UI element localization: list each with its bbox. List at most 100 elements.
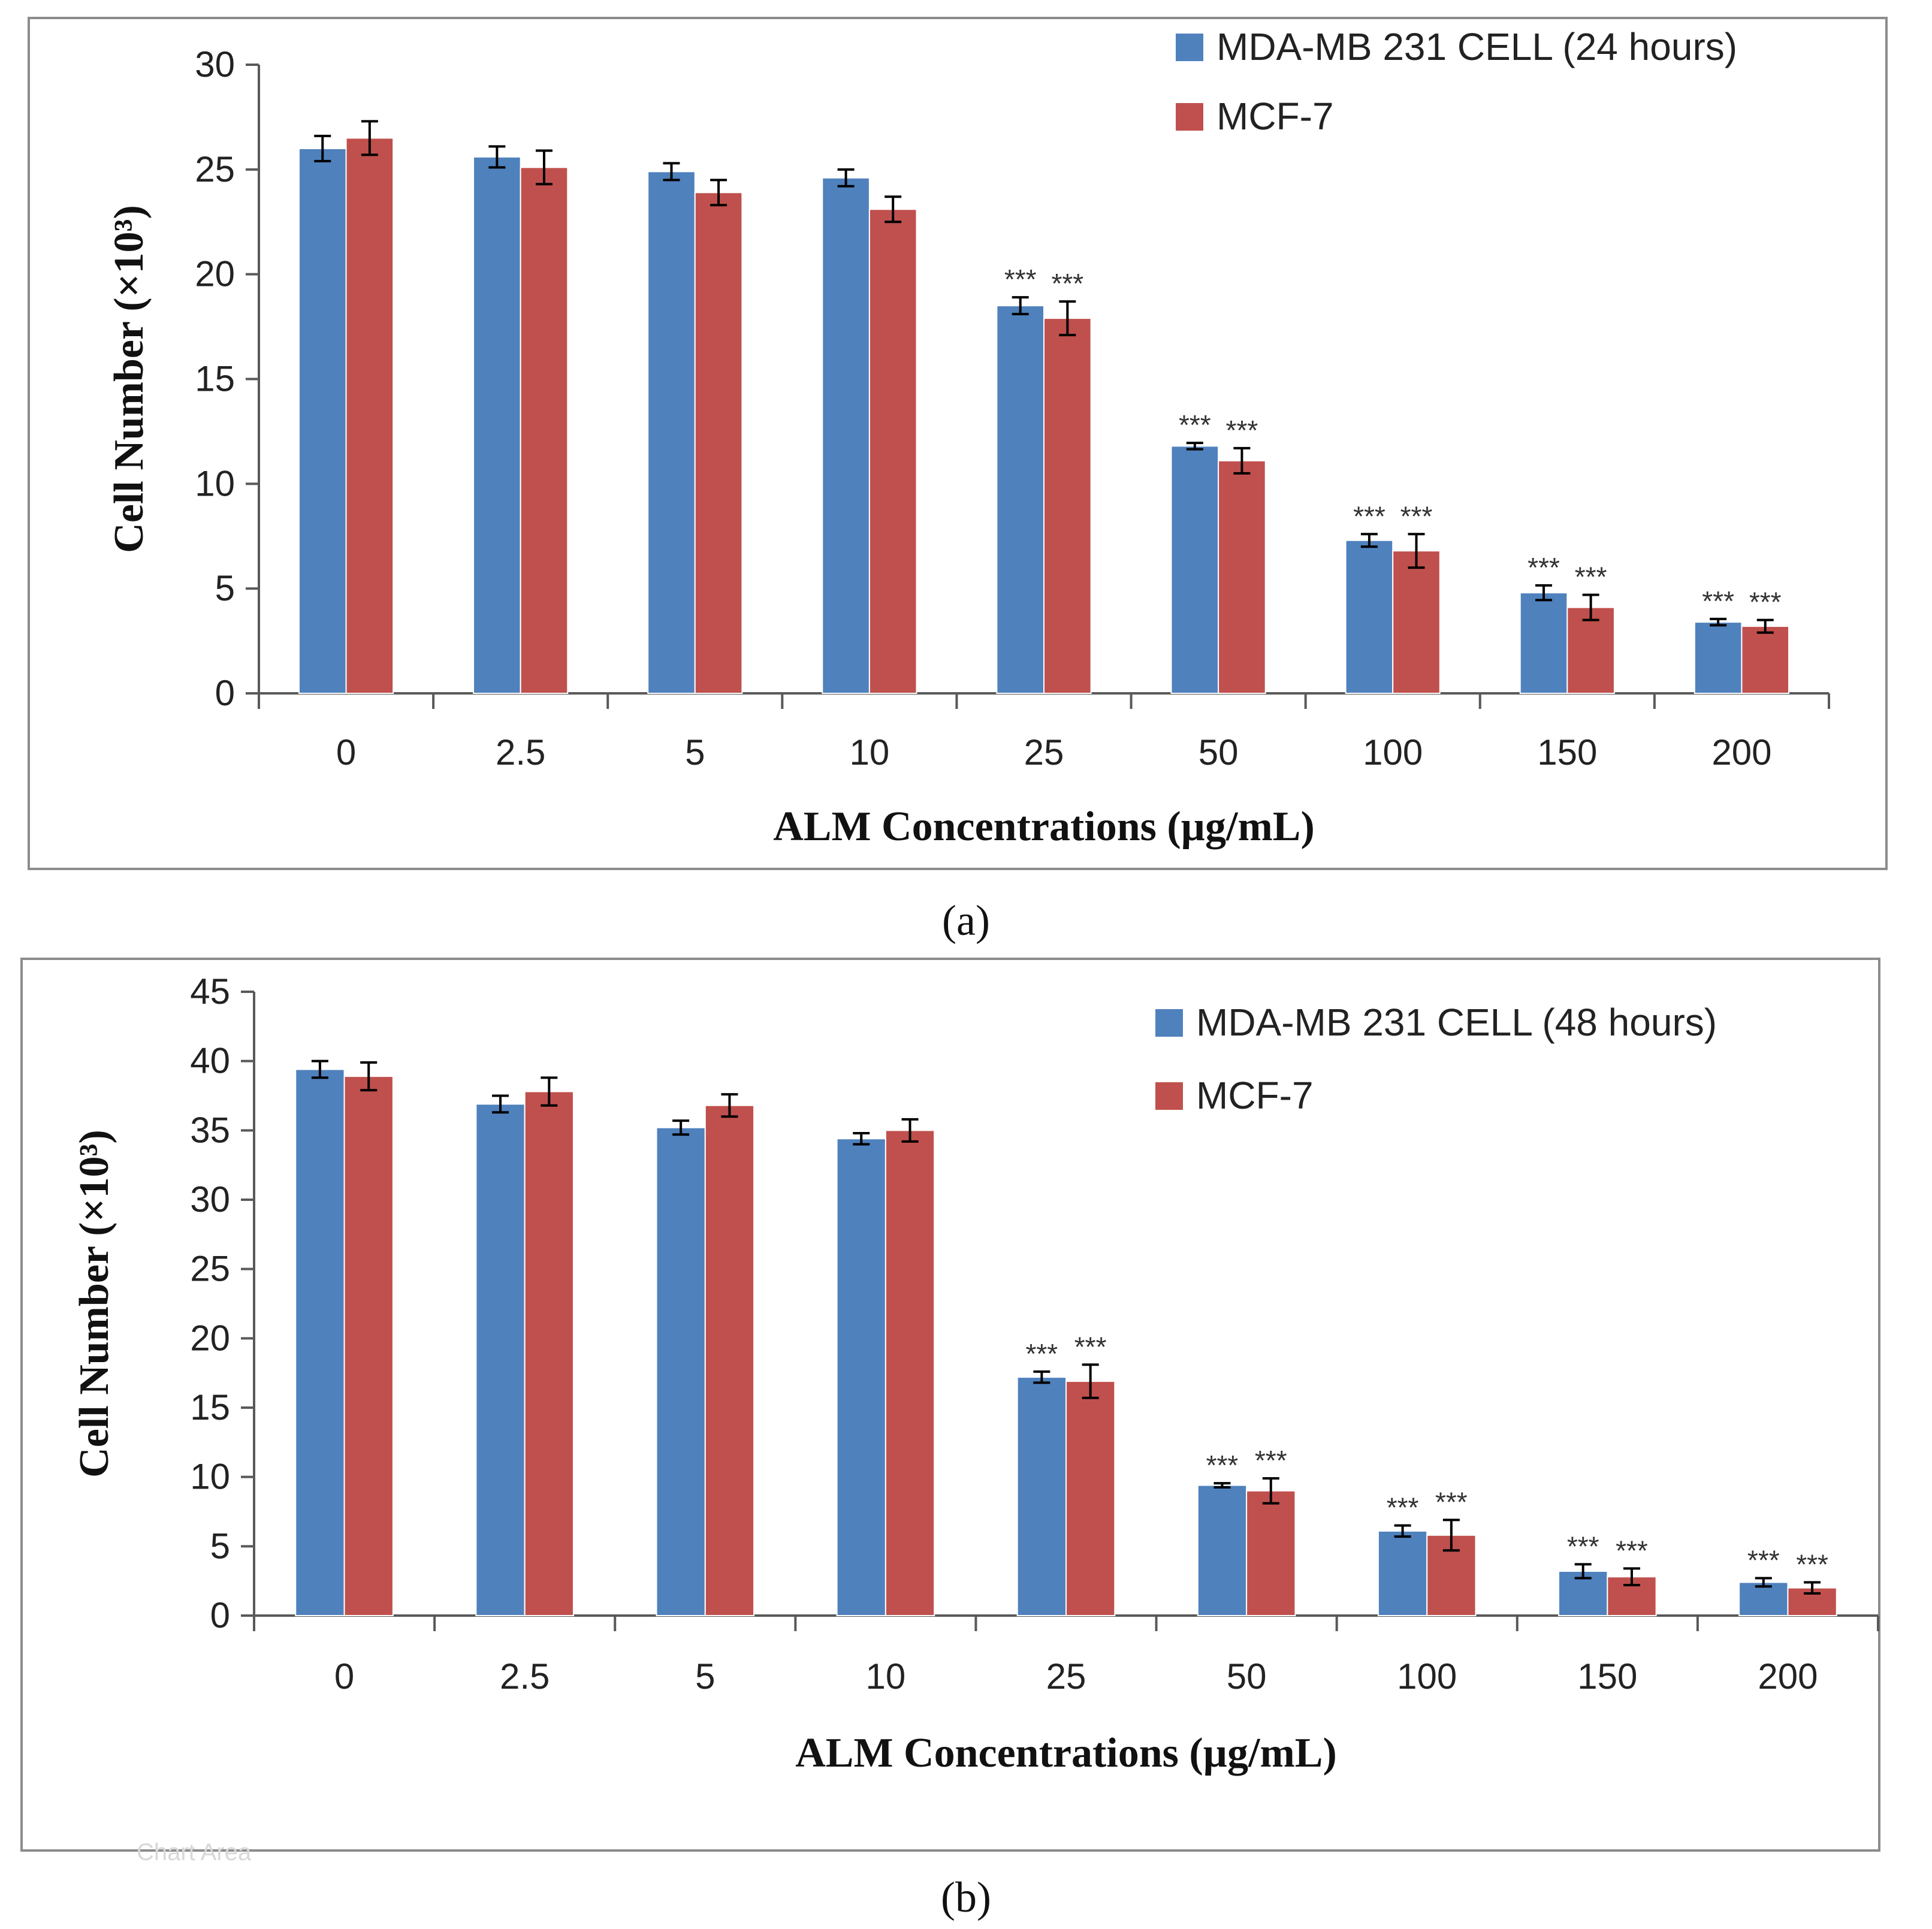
y-tick-label: 25 xyxy=(195,149,235,189)
significance-label: *** xyxy=(1435,1486,1468,1517)
significance-label: *** xyxy=(1353,500,1385,532)
significance-label: *** xyxy=(1702,585,1734,617)
bar xyxy=(1741,626,1790,695)
significance-label: *** xyxy=(1025,1338,1058,1369)
significance-label: *** xyxy=(1387,1492,1419,1523)
bar xyxy=(1566,606,1615,694)
y-tick-label: 5 xyxy=(215,568,235,608)
bar xyxy=(704,1104,755,1616)
significance-label: *** xyxy=(1179,409,1211,440)
legend-label: MDA-MB 231 CELL (24 hours) xyxy=(1216,25,1737,68)
x-tick-label: 50 xyxy=(1199,732,1239,772)
y-tick-label: 15 xyxy=(190,1387,230,1427)
panel-label-a: (a) xyxy=(942,896,990,944)
significance-label: *** xyxy=(1567,1530,1599,1562)
x-tick-label: 0 xyxy=(334,1656,354,1696)
significance-label: *** xyxy=(1749,587,1782,618)
chart-area-tag: Chart Area xyxy=(137,1839,252,1865)
y-tick-label: 30 xyxy=(190,1179,230,1219)
significance-label: *** xyxy=(1074,1331,1107,1362)
x-tick-label: 10 xyxy=(850,732,890,772)
x-tick-label: 25 xyxy=(1046,1656,1086,1696)
x-tick-label: 2.5 xyxy=(496,732,545,772)
y-tick-label: 10 xyxy=(195,463,235,503)
significance-label: *** xyxy=(1616,1535,1648,1566)
y-tick-label: 45 xyxy=(190,971,230,1012)
x-tick-label: 2.5 xyxy=(500,1656,550,1696)
significance-label: *** xyxy=(1004,264,1037,295)
x-tick-label: 50 xyxy=(1227,1656,1267,1696)
bar xyxy=(1519,592,1568,694)
x-tick-label: 200 xyxy=(1758,1656,1818,1696)
bar xyxy=(996,305,1045,695)
legend-swatch xyxy=(1155,1082,1183,1110)
legend-swatch xyxy=(1176,34,1203,61)
bar xyxy=(1693,621,1743,694)
bar xyxy=(1170,445,1219,694)
y-tick-label: 20 xyxy=(195,254,235,294)
bar xyxy=(868,209,917,694)
y-tick-label: 10 xyxy=(190,1457,230,1497)
bar xyxy=(822,177,870,694)
bar xyxy=(295,1068,345,1616)
significance-label: *** xyxy=(1528,552,1560,583)
bar xyxy=(694,192,743,694)
x-tick-label: 100 xyxy=(1363,732,1423,772)
bar xyxy=(520,167,569,694)
bar xyxy=(1738,1581,1789,1616)
legend-label: MCF-7 xyxy=(1196,1074,1314,1117)
bar xyxy=(836,1138,886,1617)
x-tick-label: 200 xyxy=(1711,732,1771,772)
x-tick-label: 10 xyxy=(866,1656,906,1696)
x-axis-title: ALM Concentrations (µg/mL) xyxy=(773,804,1315,850)
significance-label: *** xyxy=(1747,1545,1780,1576)
chart-b: 0 5 10 15 20 25 30 35 40 45 0 2.5 5 10 25 50 100 150 200 **… xyxy=(71,971,1879,1776)
bar xyxy=(473,156,521,694)
bar xyxy=(1218,460,1266,694)
y-tick-label: 0 xyxy=(215,673,235,713)
bar xyxy=(298,147,347,695)
bar xyxy=(1377,1530,1428,1617)
y-tick-label: 20 xyxy=(190,1318,230,1358)
legend-swatch xyxy=(1155,1009,1183,1037)
y-axis-title: Cell Number (×10³) xyxy=(106,205,152,553)
y-tick-label: 40 xyxy=(190,1041,230,1081)
x-tick-label: 0 xyxy=(336,732,356,772)
bar xyxy=(343,1076,394,1616)
bar xyxy=(524,1091,574,1617)
bar xyxy=(1043,318,1092,694)
significance-label: *** xyxy=(1255,1445,1287,1476)
y-tick-label: 35 xyxy=(190,1110,230,1150)
panel-label-b: (b) xyxy=(941,1873,991,1921)
bar xyxy=(1016,1376,1067,1617)
significance-label: *** xyxy=(1575,562,1607,593)
bar xyxy=(647,171,696,694)
bar xyxy=(1345,539,1394,695)
y-tick-label: 5 xyxy=(210,1526,230,1566)
x-tick-label: 150 xyxy=(1577,1656,1637,1696)
x-tick-label: 5 xyxy=(695,1656,715,1696)
legend-swatch xyxy=(1176,103,1203,131)
bar xyxy=(1065,1381,1116,1616)
x-tick-label: 150 xyxy=(1537,732,1597,772)
significance-label: *** xyxy=(1400,500,1433,532)
bar xyxy=(1197,1484,1248,1616)
x-tick-label: 5 xyxy=(685,732,705,772)
y-tick-label: 15 xyxy=(195,359,235,399)
bar xyxy=(656,1127,706,1616)
significance-label: *** xyxy=(1796,1548,1828,1580)
significance-label: *** xyxy=(1226,415,1258,446)
bar xyxy=(1392,550,1441,695)
x-tick-label: 100 xyxy=(1397,1656,1457,1696)
y-axis-title: Cell Number (×10³) xyxy=(71,1130,117,1478)
x-axis-title: ALM Concentrations (µg/mL) xyxy=(795,1730,1337,1776)
y-tick-label: 30 xyxy=(195,44,235,84)
legend-label: MCF-7 xyxy=(1216,95,1334,138)
x-tick-label: 25 xyxy=(1024,732,1064,772)
legend-label: MDA-MB 231 CELL (48 hours) xyxy=(1196,1001,1717,1044)
chart-a: 0 5 10 15 20 25 30 0 2.5 5 10 25 50 100 150 200 *** *** **… xyxy=(106,25,1830,850)
bar xyxy=(1246,1490,1296,1617)
bar xyxy=(1607,1576,1657,1616)
bar xyxy=(475,1103,526,1616)
